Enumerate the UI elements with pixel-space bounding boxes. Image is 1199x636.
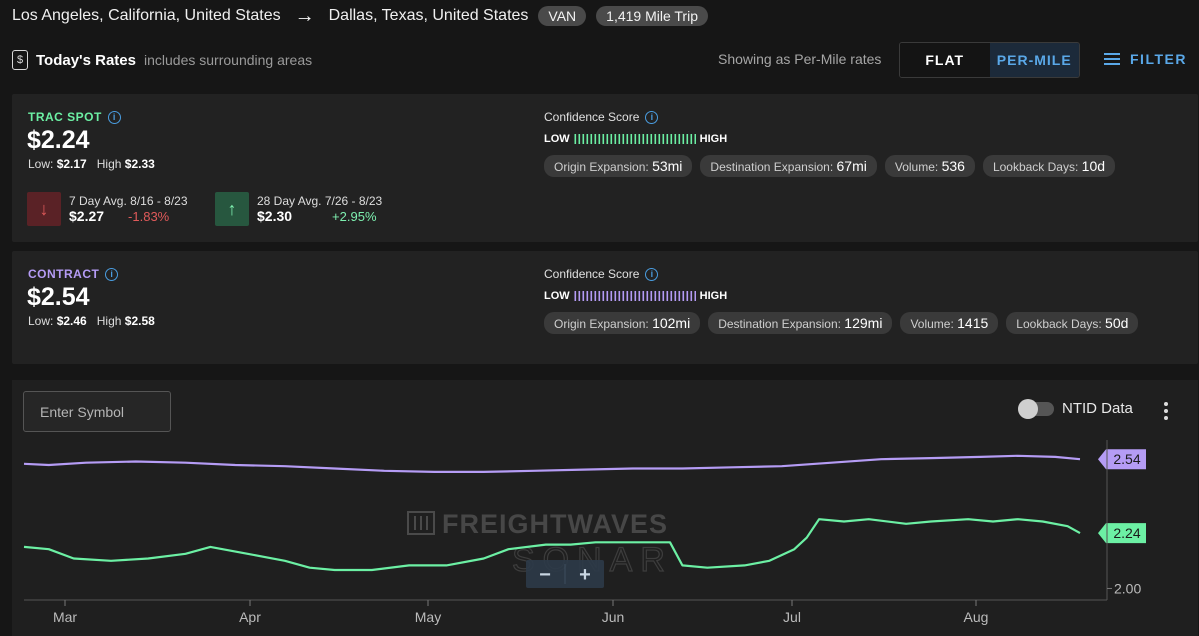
- spot-label: TRAC SPOT i: [28, 110, 121, 124]
- high-label: High: [96, 314, 122, 328]
- route-header: Los Angeles, California, United States →…: [12, 4, 708, 28]
- watermark-text-top: FREIGHTWAVES: [442, 509, 668, 539]
- contract-confidence-ticks: [573, 291, 696, 301]
- avg7-label: 7 Day Avg. 8/16 - 8/23: [69, 194, 188, 208]
- avg7-value: $2.27: [69, 208, 105, 224]
- info-icon[interactable]: i: [107, 110, 121, 124]
- contract-low-value: $2.46: [56, 314, 87, 328]
- last-value-label-0: 2.54: [1098, 449, 1146, 470]
- zoom-in-button[interactable]: +: [579, 564, 591, 586]
- zoom-controls: − +: [526, 560, 604, 588]
- contract-label-text: CONTRACT: [28, 267, 100, 281]
- more-options-icon[interactable]: [1160, 402, 1172, 420]
- sliders-icon: [1104, 52, 1120, 66]
- scale-high-label: HIGH: [699, 133, 728, 145]
- volume-chip: Volume: 536: [884, 155, 975, 177]
- spot-confidence-ticks: [573, 134, 696, 144]
- rates-header: $ Today's Rates includes surrounding are…: [12, 48, 312, 72]
- symbol-input[interactable]: Enter Symbol: [23, 391, 171, 432]
- arrow-up-icon: ↑: [215, 192, 249, 226]
- lookback-days-chip: Lookback Days: 50d: [1006, 312, 1139, 334]
- ntid-toggle[interactable]: NTID Data: [1018, 398, 1133, 419]
- rates-title: Today's Rates: [36, 51, 136, 69]
- contract-confidence-label: Confidence Score i: [544, 267, 659, 281]
- info-icon[interactable]: i: [645, 267, 659, 281]
- arrow-right-icon: →: [294, 5, 315, 27]
- freightwaves-logo-icon: [407, 511, 435, 535]
- contract-low-high: Low: $2.46 High $2.58: [28, 314, 155, 328]
- rate-mode-toggle: FLAT PER-MILE: [899, 42, 1080, 78]
- scale-low-label: LOW: [544, 290, 570, 302]
- contract-confidence-scale: LOW HIGH: [544, 290, 727, 302]
- contract-rate-value: $2.54: [27, 283, 90, 311]
- spot-chips: Origin Expansion: 53mi Destination Expan…: [544, 155, 1116, 177]
- y-tick-label: 2.00: [1114, 580, 1141, 596]
- info-icon[interactable]: i: [105, 267, 119, 281]
- volume-chip: Volume: 1415: [900, 312, 999, 334]
- series-line-1: [23, 518, 1081, 572]
- spot-low-high: Low: $2.17 High $2.33: [28, 157, 155, 171]
- rates-subtitle: includes surrounding areas: [144, 52, 313, 68]
- contract-high-value: $2.58: [124, 314, 155, 328]
- x-tick-label: Aug: [964, 609, 989, 625]
- filter-label: FILTER: [1130, 51, 1187, 67]
- x-tick-label: May: [415, 609, 441, 625]
- seven-day-average: ↓ 7 Day Avg. 8/16 - 8/23 $2.27 -1.83%: [27, 192, 188, 226]
- avg7-change: -1.83%: [128, 209, 170, 224]
- x-tick-label: Jul: [783, 609, 801, 625]
- twenty-eight-day-average: ↑ 28 Day Avg. 7/26 - 8/23 $2.30 +2.95%: [215, 192, 382, 226]
- x-tick-label: Jun: [602, 609, 625, 625]
- equipment-badge: VAN: [538, 6, 587, 26]
- rate-chart[interactable]: FREIGHTWAVES SONAR 2.542.24 2.00MarAprMa…: [0, 440, 1199, 636]
- scale-low-label: LOW: [544, 133, 570, 145]
- svg-text:2.24: 2.24: [1113, 525, 1140, 541]
- showing-text: Showing as Per-Mile rates: [718, 51, 882, 67]
- lookback-days-chip: Lookback Days: 10d: [982, 155, 1116, 177]
- contract-rate-card: [12, 251, 1198, 364]
- spot-label-text: TRAC SPOT: [28, 110, 102, 124]
- spot-confidence-scale: LOW HIGH: [544, 133, 727, 145]
- zoom-out-button[interactable]: −: [539, 564, 551, 586]
- scale-high-label: HIGH: [699, 290, 728, 302]
- avg28-change: +2.95%: [332, 209, 377, 224]
- ntid-label: NTID Data: [1062, 400, 1133, 417]
- chart-panel: [12, 380, 1198, 636]
- toggle-switch[interactable]: [1018, 398, 1054, 419]
- trip-distance-badge: 1,419 Mile Trip: [596, 6, 708, 26]
- info-icon[interactable]: i: [645, 110, 659, 124]
- flat-toggle-button[interactable]: FLAT: [900, 43, 990, 77]
- x-tick-label: Apr: [239, 609, 261, 625]
- avg28-label: 28 Day Avg. 7/26 - 8/23: [257, 194, 383, 208]
- last-value-label-1: 2.24: [1098, 523, 1146, 544]
- arrow-down-icon: ↓: [27, 192, 61, 226]
- series-line-0: [23, 454, 1081, 473]
- origin-expansion-chip: Origin Expansion: 102mi: [544, 312, 701, 334]
- contract-chips: Origin Expansion: 102mi Destination Expa…: [544, 312, 1139, 334]
- destination-text: Dallas, Texas, United States: [328, 7, 529, 24]
- low-label: Low:: [28, 314, 54, 328]
- spot-low-value: $2.17: [56, 157, 87, 171]
- high-label: High: [96, 157, 122, 171]
- confidence-label-text: Confidence Score: [544, 267, 640, 281]
- spot-confidence-label: Confidence Score i: [544, 110, 659, 124]
- avg28-value: $2.30: [257, 208, 293, 224]
- confidence-label-text: Confidence Score: [544, 110, 640, 124]
- low-label: Low:: [28, 157, 54, 171]
- x-tick-label: Mar: [53, 609, 77, 625]
- spot-high-value: $2.33: [124, 157, 155, 171]
- filter-button[interactable]: FILTER: [1104, 51, 1187, 67]
- dollar-document-icon: $: [12, 50, 28, 70]
- per-mile-toggle-button[interactable]: PER-MILE: [989, 43, 1079, 77]
- origin-expansion-chip: Origin Expansion: 53mi: [544, 155, 693, 177]
- contract-label: CONTRACT i: [28, 267, 119, 281]
- destination-expansion-chip: Destination Expansion: 67mi: [700, 155, 877, 177]
- svg-text:2.54: 2.54: [1113, 451, 1140, 467]
- destination-expansion-chip: Destination Expansion: 129mi: [708, 312, 893, 334]
- origin-text: Los Angeles, California, United States: [12, 7, 281, 24]
- spot-rate-value: $2.24: [27, 126, 90, 154]
